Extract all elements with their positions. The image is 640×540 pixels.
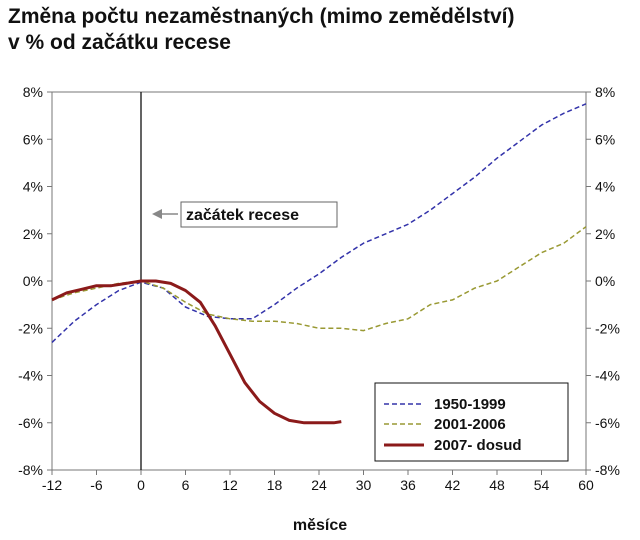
y-tick-label-right: 8% xyxy=(595,84,615,100)
x-tick-label: -6 xyxy=(90,477,103,493)
x-tick-label: 12 xyxy=(222,477,238,493)
y-tick-label-left: 4% xyxy=(23,179,43,195)
y-tick-label-left: -4% xyxy=(18,368,43,384)
y-tick-label-left: -2% xyxy=(18,320,43,336)
y-axis-left: -8% -6% -4% -2% 0% 2% 4% 6% 8% xyxy=(18,84,52,478)
y-tick-label-right: -4% xyxy=(595,368,620,384)
chart-title-block: Změna počtu nezaměstnaných (mimo zeměděl… xyxy=(8,4,638,56)
x-tick-label: 36 xyxy=(400,477,416,493)
x-tick-label: -12 xyxy=(42,477,62,493)
annotation-arrow-head xyxy=(152,209,162,219)
x-tick-label: 30 xyxy=(356,477,372,493)
y-tick-label-left: -6% xyxy=(18,415,43,431)
legend-label-2001-2006: 2001-2006 xyxy=(434,416,506,433)
y-tick-label-right: -8% xyxy=(595,462,620,478)
x-axis-title: měsíce xyxy=(293,517,347,534)
y-tick-label-left: -8% xyxy=(18,462,43,478)
legend-label-1950-1999: 1950-1999 xyxy=(434,396,506,413)
x-axis: -12 -6 0 6 12 18 24 30 36 42 48 54 60 xyxy=(42,470,594,493)
y-tick-label-right: 4% xyxy=(595,179,615,195)
x-tick-label: 48 xyxy=(489,477,505,493)
x-tick-label: 18 xyxy=(267,477,283,493)
y-axis-right: -8% -6% -4% -2% 0% 2% 4% 6% 8% xyxy=(586,84,620,478)
legend: 1950-1999 2001-2006 2007- dosud xyxy=(374,382,569,462)
series-layer xyxy=(51,103,587,425)
y-tick-label-right: 6% xyxy=(595,131,615,147)
y-tick-label-left: 6% xyxy=(23,131,43,147)
x-tick-label: 0 xyxy=(137,477,145,493)
series-line-2001-2006 xyxy=(51,226,587,332)
series-line-2007-dosud xyxy=(51,279,342,425)
y-tick-label-right: -6% xyxy=(595,415,620,431)
x-tick-label: 60 xyxy=(578,477,594,493)
y-tick-label-left: 8% xyxy=(23,84,43,100)
y-tick-label-left: 2% xyxy=(23,226,43,242)
annotation-label: začátek recese xyxy=(186,207,299,224)
y-tick-label-right: 0% xyxy=(595,273,615,289)
chart-subtitle: v % od začátku recese xyxy=(8,31,231,54)
y-tick-label-left: 0% xyxy=(23,273,43,289)
chart-title: Změna počtu nezaměstnaných (mimo zeměděl… xyxy=(8,5,515,28)
y-tick-label-right: 2% xyxy=(595,226,615,242)
recession-annotation: začátek recese xyxy=(152,201,338,228)
legend-label-2007-dosud: 2007- dosud xyxy=(434,437,522,454)
x-tick-label: 54 xyxy=(534,477,550,493)
x-tick-label: 6 xyxy=(182,477,190,493)
legend-box xyxy=(374,382,569,462)
x-tick-label: 42 xyxy=(445,477,461,493)
x-tick-label: 24 xyxy=(311,477,327,493)
annotation-box xyxy=(180,201,338,228)
y-tick-label-right: -2% xyxy=(595,320,620,336)
